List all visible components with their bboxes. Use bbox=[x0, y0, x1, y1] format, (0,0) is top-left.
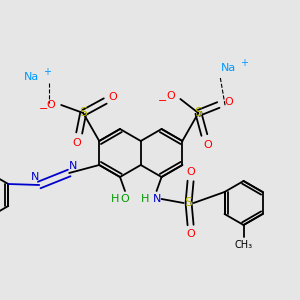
Text: O: O bbox=[186, 229, 195, 239]
Text: O: O bbox=[47, 100, 56, 110]
Text: O: O bbox=[186, 167, 195, 177]
Text: O: O bbox=[109, 92, 118, 102]
Text: H: H bbox=[140, 194, 149, 204]
Text: −: − bbox=[158, 96, 167, 106]
Text: +: + bbox=[43, 67, 51, 77]
Text: N: N bbox=[152, 194, 161, 204]
Text: O: O bbox=[121, 194, 129, 204]
Text: S: S bbox=[184, 196, 193, 209]
Text: Na: Na bbox=[221, 63, 236, 73]
Text: Na: Na bbox=[24, 72, 39, 82]
Text: +: + bbox=[240, 58, 248, 68]
Text: H: H bbox=[111, 194, 119, 204]
Text: S: S bbox=[79, 106, 87, 119]
Text: −: − bbox=[38, 104, 48, 114]
Text: O: O bbox=[203, 140, 212, 150]
Text: CH₃: CH₃ bbox=[235, 240, 253, 250]
Text: N: N bbox=[31, 172, 39, 182]
Text: O: O bbox=[73, 138, 82, 148]
Text: S: S bbox=[194, 106, 202, 119]
Text: N: N bbox=[69, 161, 77, 171]
Text: O: O bbox=[224, 97, 233, 107]
Text: O: O bbox=[166, 91, 175, 101]
